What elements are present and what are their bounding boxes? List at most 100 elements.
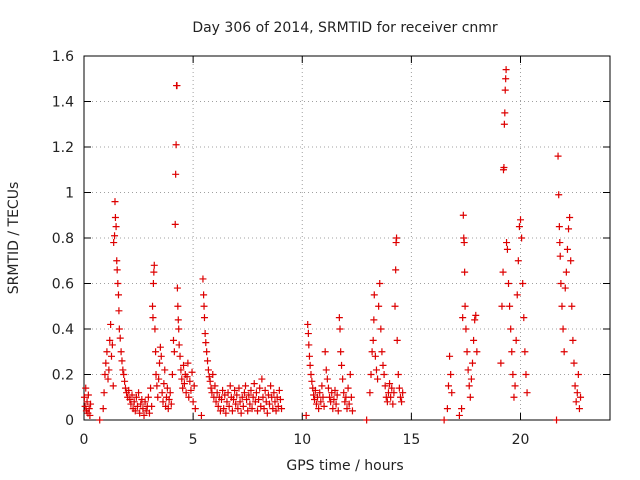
data-point bbox=[263, 409, 271, 417]
y-axis-label: SRMTID / TECUs bbox=[6, 182, 22, 295]
data-point bbox=[395, 384, 403, 392]
data-point bbox=[346, 371, 354, 378]
data-point bbox=[249, 393, 257, 401]
data-point bbox=[317, 398, 325, 406]
data-point bbox=[191, 405, 199, 413]
data-point bbox=[375, 302, 383, 310]
data-point bbox=[557, 280, 565, 287]
data-point bbox=[391, 302, 399, 310]
x-tick-label: 5 bbox=[189, 432, 198, 448]
data-point bbox=[111, 198, 119, 206]
data-point bbox=[471, 316, 479, 324]
data-point bbox=[383, 398, 391, 406]
data-point bbox=[135, 389, 143, 397]
data-point bbox=[329, 405, 337, 413]
data-point bbox=[223, 398, 231, 406]
data-point bbox=[369, 336, 377, 344]
data-point bbox=[515, 223, 523, 231]
data-point bbox=[230, 396, 238, 404]
data-point bbox=[266, 400, 274, 408]
data-point bbox=[310, 391, 318, 399]
data-point bbox=[234, 405, 242, 413]
data-point bbox=[323, 375, 331, 383]
data-point bbox=[115, 325, 123, 333]
data-point bbox=[245, 391, 253, 399]
data-point bbox=[459, 211, 467, 219]
data-point bbox=[147, 384, 155, 392]
data-point bbox=[144, 393, 152, 401]
data-point bbox=[555, 223, 563, 231]
data-point bbox=[214, 402, 222, 410]
data-point bbox=[501, 109, 509, 117]
data-point bbox=[380, 371, 388, 378]
data-point bbox=[119, 366, 127, 374]
data-point bbox=[446, 352, 454, 360]
data-point bbox=[334, 407, 342, 415]
data-point bbox=[183, 373, 191, 381]
data-point bbox=[345, 400, 353, 408]
data-point bbox=[316, 389, 324, 397]
data-point bbox=[197, 411, 205, 419]
data-point bbox=[461, 302, 469, 310]
data-point bbox=[332, 400, 340, 408]
data-point bbox=[85, 405, 93, 413]
data-point bbox=[102, 359, 110, 367]
data-point bbox=[307, 371, 315, 378]
data-point bbox=[130, 398, 138, 406]
data-point bbox=[363, 416, 371, 424]
data-point bbox=[174, 316, 182, 324]
data-point bbox=[101, 371, 109, 378]
data-point bbox=[159, 398, 167, 406]
data-point bbox=[168, 371, 176, 378]
data-point bbox=[518, 234, 526, 242]
data-point bbox=[256, 384, 264, 392]
data-point bbox=[87, 400, 95, 408]
data-point bbox=[306, 361, 314, 369]
data-point bbox=[276, 396, 284, 404]
data-point bbox=[447, 371, 455, 378]
data-point bbox=[272, 407, 280, 415]
data-point bbox=[202, 339, 210, 347]
data-point bbox=[96, 416, 104, 424]
data-point bbox=[137, 400, 145, 408]
data-point bbox=[182, 389, 190, 397]
data-point bbox=[260, 405, 268, 413]
data-point bbox=[226, 382, 234, 390]
data-point bbox=[344, 384, 352, 392]
data-point bbox=[377, 325, 385, 333]
data-point bbox=[326, 393, 334, 401]
data-point bbox=[554, 152, 562, 160]
data-point bbox=[390, 389, 398, 397]
y-tick-label: 1.2 bbox=[52, 140, 74, 156]
data-point bbox=[271, 398, 279, 406]
data-point bbox=[386, 380, 394, 388]
data-point bbox=[173, 284, 181, 292]
data-point bbox=[514, 257, 522, 265]
data-point bbox=[204, 357, 212, 365]
data-point bbox=[86, 411, 94, 419]
data-point bbox=[500, 120, 508, 128]
data-point bbox=[222, 409, 230, 417]
data-point bbox=[211, 382, 219, 390]
data-point bbox=[238, 393, 246, 401]
grid bbox=[84, 56, 610, 420]
data-point bbox=[347, 393, 355, 401]
data-point bbox=[394, 371, 402, 378]
data-point bbox=[185, 393, 193, 401]
data-point bbox=[150, 268, 158, 276]
data-point bbox=[188, 368, 196, 376]
y-tick-label: 0.2 bbox=[52, 368, 74, 384]
data-point bbox=[109, 382, 117, 390]
data-point bbox=[172, 170, 180, 178]
data-point bbox=[239, 402, 247, 410]
data-point bbox=[252, 389, 260, 397]
data-point bbox=[470, 336, 478, 344]
y-tick-label: 0 bbox=[65, 413, 74, 429]
data-point bbox=[393, 234, 401, 242]
data-point bbox=[207, 384, 215, 392]
data-point bbox=[399, 389, 407, 397]
data-point bbox=[163, 384, 171, 392]
data-point bbox=[201, 330, 209, 338]
data-point bbox=[312, 400, 320, 408]
data-point bbox=[575, 405, 583, 413]
